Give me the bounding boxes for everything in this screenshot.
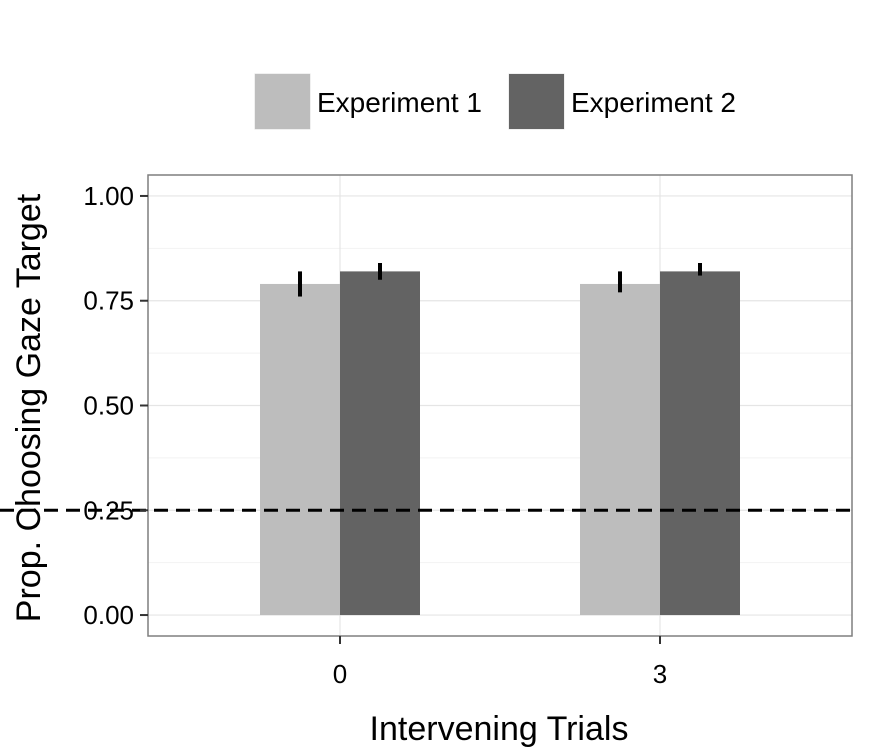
legend-label: Experiment 2 <box>571 87 736 118</box>
x-axis-title: Intervening Trials <box>370 710 629 748</box>
bar <box>660 271 740 616</box>
y-tick-label: 0.00 <box>83 600 134 630</box>
x-tick-label: 0 <box>333 659 347 689</box>
legend-swatch <box>255 74 310 129</box>
legend: Experiment 1 Experiment 2 <box>254 73 736 130</box>
bar <box>340 271 420 616</box>
y-tick-label: 0.75 <box>83 286 134 316</box>
legend-label: Experiment 1 <box>317 87 482 118</box>
y-tick-label: 1.00 <box>83 181 134 211</box>
y-axis-title: Prop. Choosing Gaze Target <box>10 193 48 622</box>
y-axis: 0.00 0.25 0.50 0.75 1.00 <box>83 181 148 630</box>
y-tick-label: 0.25 <box>83 495 134 525</box>
x-tick-label: 3 <box>653 659 667 689</box>
bar <box>260 283 340 616</box>
y-tick-label: 0.50 <box>83 391 134 421</box>
legend-swatch <box>509 74 564 129</box>
bar <box>580 283 660 616</box>
